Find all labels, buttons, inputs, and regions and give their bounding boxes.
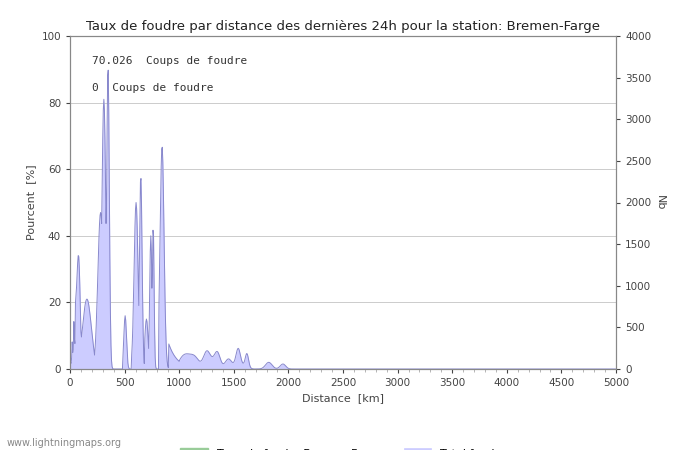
Title: Taux de foudre par distance des dernières 24h pour la station: Bremen-Farge: Taux de foudre par distance des dernière…: [86, 20, 600, 33]
Text: 70.026  Coups de foudre: 70.026 Coups de foudre: [92, 56, 247, 66]
Legend: Taux de foudre Bremen-Farge, Total foudre: Taux de foudre Bremen-Farge, Total foudr…: [176, 444, 510, 450]
X-axis label: Distance  [km]: Distance [km]: [302, 394, 384, 404]
Y-axis label: Pourcent  [%]: Pourcent [%]: [26, 165, 36, 240]
Text: 0  Coups de foudre: 0 Coups de foudre: [92, 83, 214, 93]
Text: www.lightningmaps.org: www.lightningmaps.org: [7, 438, 122, 448]
Y-axis label: Nb: Nb: [655, 195, 665, 210]
